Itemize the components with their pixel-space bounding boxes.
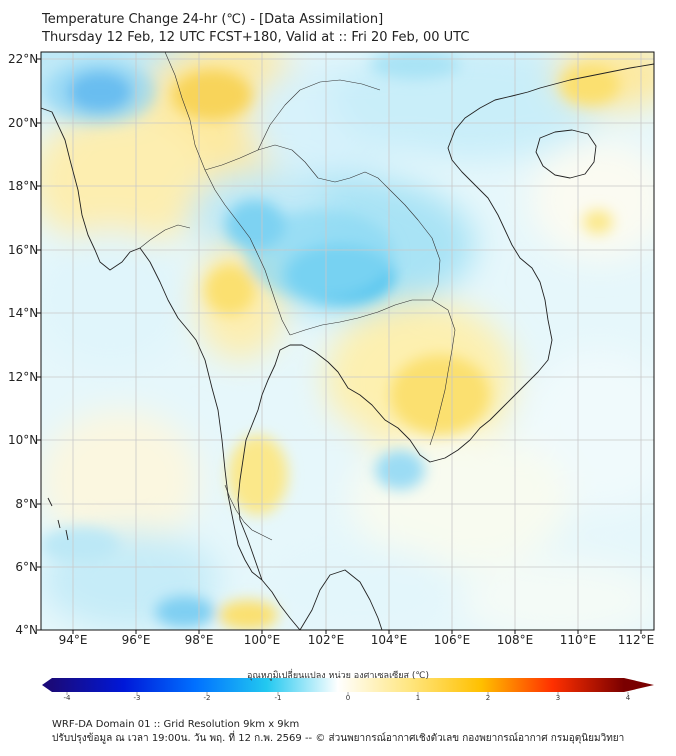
lon-label-110e: 110°E — [559, 633, 597, 647]
graticule — [41, 52, 654, 630]
colorbar-min-arrow — [42, 678, 52, 692]
map-title: Temperature Change 24-hr (℃) - [Data Ass… — [42, 12, 384, 27]
lon-label-106e: 106°E — [433, 633, 471, 647]
lat-label-6n: 6°N — [15, 560, 38, 574]
credit-line: ปรับปรุงข้อมูล ณ เวลา 19:00น. วัน พฤ. ที… — [52, 733, 625, 744]
colorbar-title: อุณหภูมิเปลี่ยนแปลง หน่วย องศาเซลเซียส (… — [246, 671, 430, 681]
lon-label-112e: 112°E — [617, 633, 655, 647]
lon-label-102e: 102°E — [307, 633, 345, 647]
coastlines — [41, 63, 654, 630]
lat-label-18n: 18°N — [8, 179, 39, 193]
lat-label-22n: 22°N — [8, 52, 39, 66]
lat-label-8n: 8°N — [15, 497, 38, 511]
colorbar-tick-label: 4 — [625, 694, 631, 702]
colorbar-tick-label: 0 — [345, 694, 351, 702]
colorbar-tick-label: 3 — [555, 694, 561, 702]
lat-label-20n: 20°N — [8, 116, 39, 130]
borders — [139, 52, 456, 541]
lon-label-108e: 108°E — [496, 633, 534, 647]
lon-label-104e: 104°E — [370, 633, 408, 647]
lat-label-4n: 4°N — [15, 623, 38, 637]
plot-frame — [40, 51, 655, 631]
lat-label-12n: 12°N — [8, 370, 39, 384]
lon-label-94e: 94°E — [58, 633, 88, 647]
lon-label-96e: 96°E — [121, 633, 151, 647]
colorbar-tick-label: -1 — [274, 694, 282, 702]
colorbar-gradient — [52, 678, 624, 692]
lon-label-100e: 100°E — [243, 633, 281, 647]
colorbar-tick-label: 2 — [485, 694, 491, 702]
map-subtitle: Thursday 12 Feb, 12 UTC FCST+180, Valid … — [42, 30, 470, 45]
colorbar-tick-label: 1 — [415, 694, 421, 702]
lat-label-10n: 10°N — [8, 433, 39, 447]
colorbar-ticks — [66, 692, 629, 695]
colorbar-tick-label: -4 — [63, 694, 71, 702]
colorbar-tick-label: -2 — [203, 694, 211, 702]
model-info: WRF-DA Domain 01 :: Grid Resolution 9km … — [52, 719, 300, 730]
colorbar-tick-label: -3 — [133, 694, 141, 702]
field-core-blobs — [41, 52, 620, 630]
axis-ticks — [37, 58, 642, 634]
lat-label-14n: 14°N — [8, 306, 39, 320]
lat-label-16n: 16°N — [8, 243, 39, 257]
lon-label-98e: 98°E — [184, 633, 214, 647]
temperature-field — [41, 52, 654, 630]
colorbar-max-arrow — [624, 678, 654, 692]
